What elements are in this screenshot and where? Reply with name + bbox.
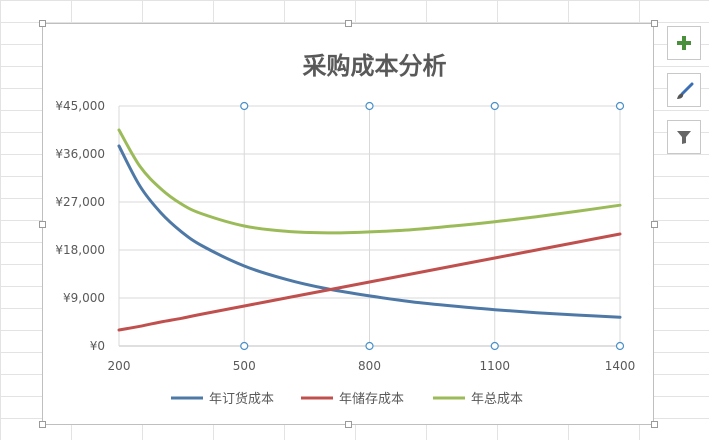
plot-area-handle	[240, 101, 249, 111]
chart-area[interactable]: 采购成本分析 ¥0 ¥9,000 ¥18,000 ¥27,000 ¥36,000 ¥45,0…	[42, 23, 654, 425]
chart-title: 采购成本分析	[303, 52, 447, 80]
plot-area-handle	[490, 341, 499, 351]
resize-handle-top-right[interactable]	[651, 20, 658, 27]
funnel-icon	[677, 131, 691, 144]
y-tick-label: ¥0	[90, 339, 105, 353]
plot-area-handle	[490, 101, 499, 111]
resize-handle-top-left[interactable]	[39, 20, 46, 27]
resize-handle-top-center[interactable]	[345, 20, 352, 27]
y-tick-label: ¥9,000	[63, 291, 105, 305]
y-tick-label: ¥27,000	[55, 195, 105, 209]
legend-label-3: 年总成本	[471, 392, 523, 407]
y-tick-label: ¥45,000	[55, 99, 105, 113]
y-tick-label: ¥36,000	[55, 147, 105, 161]
plot-area-handle	[365, 341, 374, 351]
series-line-3	[117, 128, 622, 235]
x-tick-label: 500	[233, 359, 256, 373]
chart-styles-button[interactable]	[667, 73, 701, 107]
plot-area-handle	[615, 101, 625, 111]
x-tick-label: 1400	[605, 359, 636, 373]
legend-label-1: 年订货成本	[209, 391, 274, 407]
x-tick-label: 800	[358, 359, 381, 373]
chart-filters-button[interactable]	[667, 120, 701, 154]
series-line-2	[117, 232, 622, 332]
resize-handle-bottom-left[interactable]	[39, 421, 46, 428]
plot-area-handle	[240, 341, 249, 351]
plot-area-handle	[615, 341, 625, 351]
resize-handle-middle-right[interactable]	[651, 221, 658, 228]
chart-svg: 采购成本分析 ¥0 ¥9,000 ¥18,000 ¥27,000 ¥36,000 ¥45,0…	[55, 52, 636, 407]
resize-handle-bottom-center[interactable]	[345, 421, 352, 428]
plot-area-handle	[365, 101, 374, 111]
x-tick-label: 1100	[479, 359, 510, 373]
plus-icon	[677, 36, 691, 50]
brush-icon	[677, 82, 694, 99]
legend-label-2: 年储存成本	[339, 392, 404, 407]
x-tick-label: 200	[108, 359, 131, 373]
resize-handle-middle-left[interactable]	[39, 221, 46, 228]
resize-handle-bottom-right[interactable]	[651, 421, 658, 428]
chart-elements-button[interactable]	[667, 26, 701, 60]
y-tick-label: ¥18,000	[55, 243, 105, 257]
